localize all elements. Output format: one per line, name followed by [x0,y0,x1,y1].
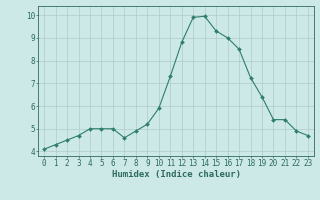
X-axis label: Humidex (Indice chaleur): Humidex (Indice chaleur) [111,170,241,179]
